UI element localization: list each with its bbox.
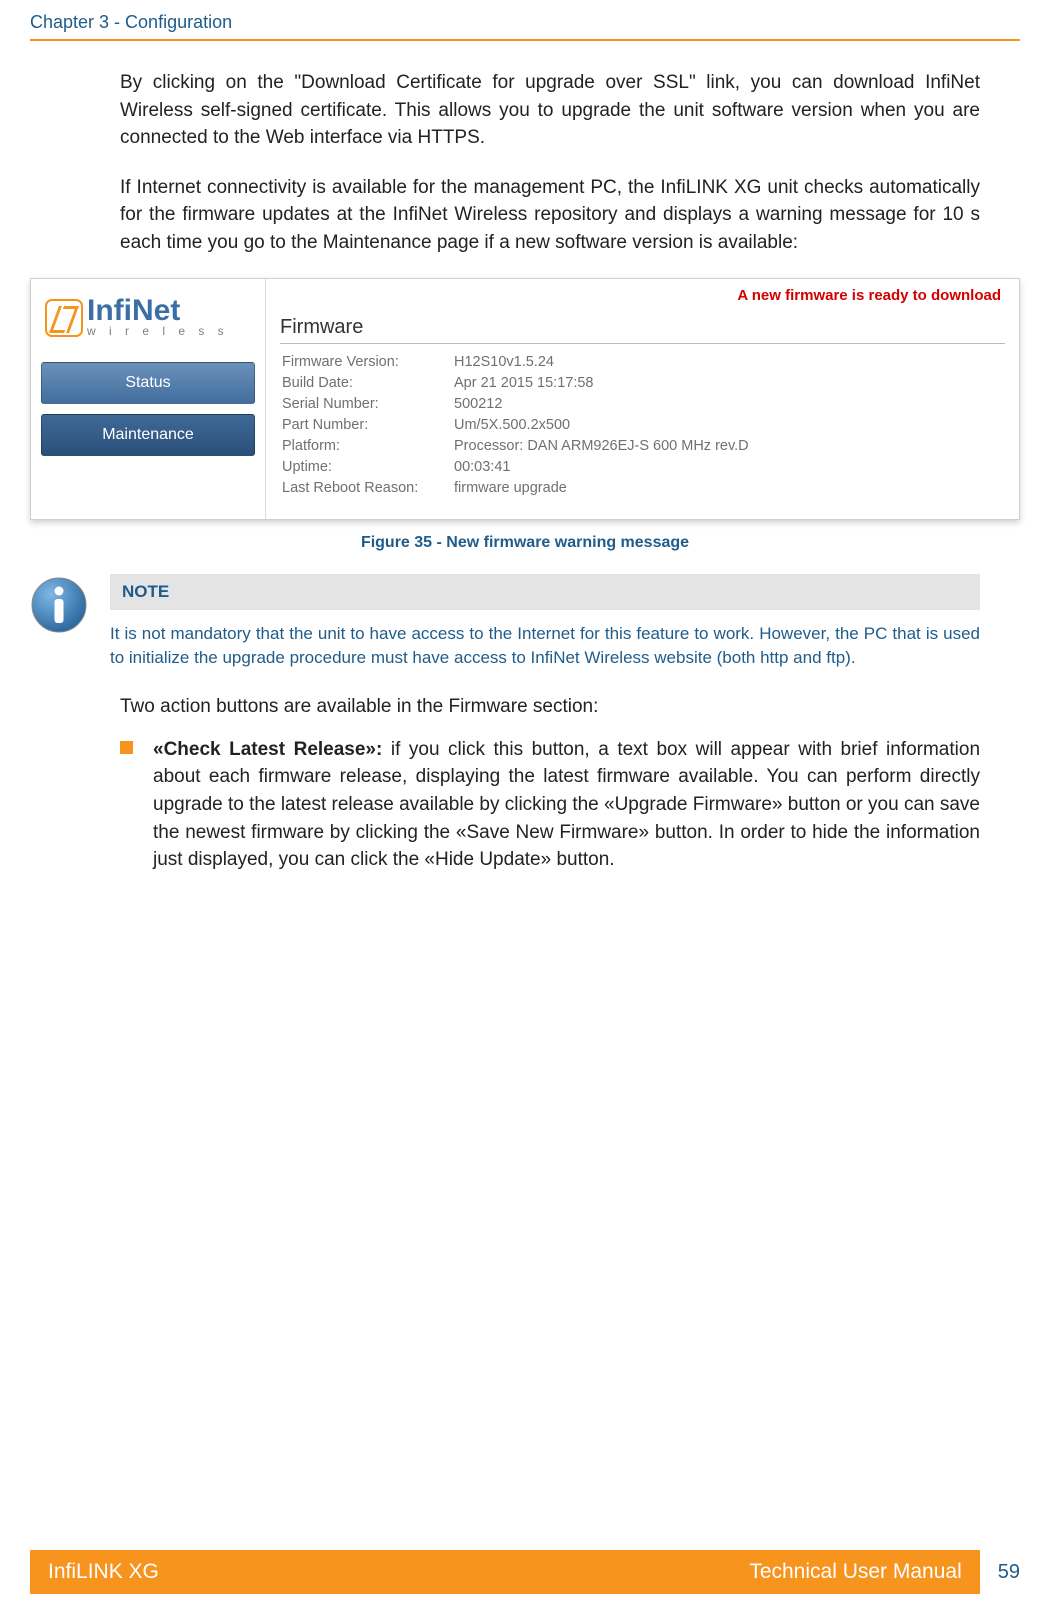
section-intro: Two action buttons are available in the … (120, 696, 980, 718)
fw-value: 00:03:41 (454, 457, 749, 476)
table-row: Build Date:Apr 21 2015 15:17:58 (282, 373, 749, 392)
nav-status-button[interactable]: Status (41, 362, 255, 404)
fw-value: 500212 (454, 394, 749, 413)
firmware-info-table: Firmware Version:H12S10v1.5.24 Build Dat… (280, 350, 751, 499)
logo-mark-icon (45, 299, 83, 337)
table-row: Firmware Version:H12S10v1.5.24 (282, 352, 749, 371)
fw-label: Serial Number: (282, 394, 452, 413)
page-footer: InfiLINK XG Technical User Manual 59 (30, 1550, 1020, 1594)
header-rule (30, 39, 1020, 41)
fw-label: Last Reboot Reason: (282, 478, 452, 497)
fw-label: Part Number: (282, 415, 452, 434)
screenshot-main-panel: A new firmware is ready to download Firm… (266, 279, 1019, 519)
fw-value: Apr 21 2015 15:17:58 (454, 373, 749, 392)
firmware-panel-title: Firmware (280, 314, 1005, 344)
table-row: Serial Number:500212 (282, 394, 749, 413)
paragraph-2: If Internet connectivity is available fo… (120, 174, 980, 257)
bullet-lead: «Check Latest Release»: (153, 739, 382, 760)
bullet-square-icon (120, 741, 133, 754)
fw-value: Processor: DAN ARM926EJ-S 600 MHz rev.D (454, 436, 749, 455)
logo-text-sub: w i r e l e s s (87, 324, 229, 338)
paragraph-1: By clicking on the "Download Certificate… (120, 69, 980, 152)
fw-label: Build Date: (282, 373, 452, 392)
note-heading: NOTE (110, 574, 980, 610)
table-row: Part Number:Um/5X.500.2x500 (282, 415, 749, 434)
screenshot-sidebar: InfiNet w i r e l e s s Status Maintenan… (31, 279, 266, 519)
nav-maintenance-button[interactable]: Maintenance (41, 414, 255, 456)
fw-label: Firmware Version: (282, 352, 452, 371)
note-body: It is not mandatory that the unit to hav… (110, 622, 980, 670)
fw-label: Uptime: (282, 457, 452, 476)
info-icon (30, 576, 88, 634)
footer-page-number: 59 (980, 1561, 1020, 1584)
firmware-screenshot: InfiNet w i r e l e s s Status Maintenan… (30, 278, 1020, 520)
infinet-logo: InfiNet w i r e l e s s (45, 297, 251, 338)
footer-doc-title: Technical User Manual (749, 1560, 961, 1584)
firmware-warning-message: A new firmware is ready to download (280, 287, 1001, 304)
fw-value: H12S10v1.5.24 (454, 352, 749, 371)
fw-label: Platform: (282, 436, 452, 455)
logo-text-main: InfiNet (87, 297, 229, 324)
table-row: Uptime:00:03:41 (282, 457, 749, 476)
fw-value: Um/5X.500.2x500 (454, 415, 749, 434)
footer-product: InfiLINK XG (48, 1560, 159, 1584)
bullet-text: «Check Latest Release»: if you click thi… (153, 736, 980, 874)
fw-value: firmware upgrade (454, 478, 749, 497)
figure-caption: Figure 35 - New firmware warning message (0, 534, 1050, 552)
table-row: Last Reboot Reason:firmware upgrade (282, 478, 749, 497)
chapter-header: Chapter 3 - Configuration (0, 0, 1050, 39)
table-row: Platform:Processor: DAN ARM926EJ-S 600 M… (282, 436, 749, 455)
